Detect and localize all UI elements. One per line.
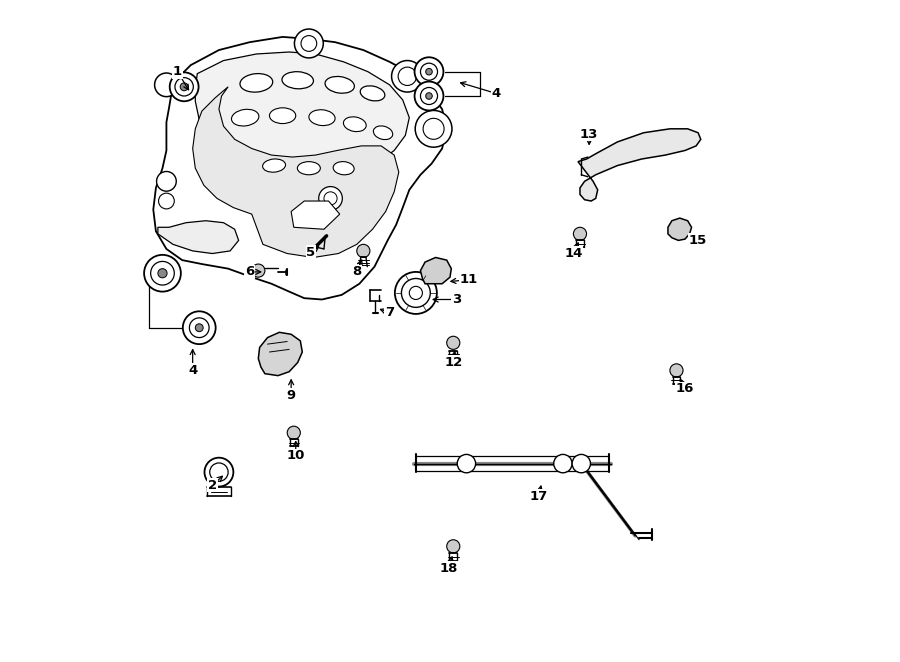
Text: 15: 15: [689, 234, 707, 247]
Text: 14: 14: [564, 247, 582, 260]
Text: 17: 17: [529, 490, 548, 503]
Circle shape: [420, 63, 437, 80]
Text: 8: 8: [352, 265, 362, 279]
Circle shape: [420, 87, 437, 105]
Circle shape: [415, 111, 452, 147]
Polygon shape: [291, 201, 339, 229]
Circle shape: [670, 364, 683, 377]
Text: 6: 6: [245, 265, 255, 279]
Circle shape: [423, 118, 444, 139]
Circle shape: [155, 73, 178, 97]
Ellipse shape: [333, 162, 354, 175]
Text: 3: 3: [452, 293, 461, 306]
Circle shape: [210, 463, 228, 481]
Text: 9: 9: [286, 389, 296, 402]
Circle shape: [446, 336, 460, 350]
Circle shape: [175, 77, 194, 96]
Circle shape: [204, 457, 233, 487]
Polygon shape: [258, 332, 302, 375]
Text: 4: 4: [188, 364, 197, 377]
Circle shape: [395, 272, 436, 314]
Text: 12: 12: [445, 356, 463, 369]
Text: 13: 13: [580, 128, 598, 140]
Text: 16: 16: [676, 382, 694, 395]
Circle shape: [401, 279, 430, 307]
Circle shape: [392, 60, 423, 92]
Polygon shape: [153, 37, 446, 299]
Circle shape: [195, 324, 203, 332]
Text: 18: 18: [439, 562, 458, 575]
Ellipse shape: [374, 126, 392, 140]
Circle shape: [158, 193, 175, 209]
Circle shape: [410, 287, 422, 299]
Circle shape: [301, 36, 317, 52]
Circle shape: [157, 171, 176, 191]
Text: 7: 7: [385, 306, 394, 319]
Text: 2: 2: [208, 479, 217, 492]
Text: 5: 5: [306, 246, 315, 259]
Text: 10: 10: [286, 449, 305, 462]
Circle shape: [415, 81, 444, 111]
Circle shape: [319, 187, 342, 211]
Circle shape: [398, 67, 417, 85]
Circle shape: [426, 68, 432, 75]
Circle shape: [457, 454, 475, 473]
Circle shape: [144, 255, 181, 292]
Polygon shape: [668, 218, 691, 240]
Ellipse shape: [269, 108, 296, 124]
Circle shape: [180, 83, 188, 91]
Polygon shape: [578, 129, 701, 201]
Circle shape: [287, 426, 301, 440]
Ellipse shape: [360, 86, 385, 101]
Ellipse shape: [297, 162, 320, 175]
Circle shape: [446, 540, 460, 553]
Circle shape: [252, 264, 265, 277]
Ellipse shape: [231, 109, 259, 126]
Circle shape: [170, 72, 199, 101]
Circle shape: [554, 454, 572, 473]
Ellipse shape: [240, 73, 273, 92]
Circle shape: [415, 57, 444, 86]
Circle shape: [183, 311, 216, 344]
Text: 1: 1: [173, 65, 182, 78]
Circle shape: [572, 454, 590, 473]
Polygon shape: [158, 220, 239, 254]
Circle shape: [294, 29, 323, 58]
Polygon shape: [193, 87, 399, 258]
Circle shape: [150, 261, 175, 285]
Ellipse shape: [344, 117, 366, 132]
Circle shape: [189, 318, 209, 338]
Circle shape: [158, 269, 167, 278]
Circle shape: [573, 227, 587, 240]
Ellipse shape: [282, 71, 313, 89]
Text: 4: 4: [491, 87, 500, 100]
Circle shape: [356, 244, 370, 258]
Ellipse shape: [309, 110, 335, 126]
Circle shape: [324, 192, 338, 205]
Text: 11: 11: [459, 273, 478, 286]
Ellipse shape: [325, 76, 355, 93]
Ellipse shape: [263, 159, 285, 172]
Polygon shape: [420, 258, 451, 284]
Circle shape: [426, 93, 432, 99]
Polygon shape: [195, 52, 410, 177]
